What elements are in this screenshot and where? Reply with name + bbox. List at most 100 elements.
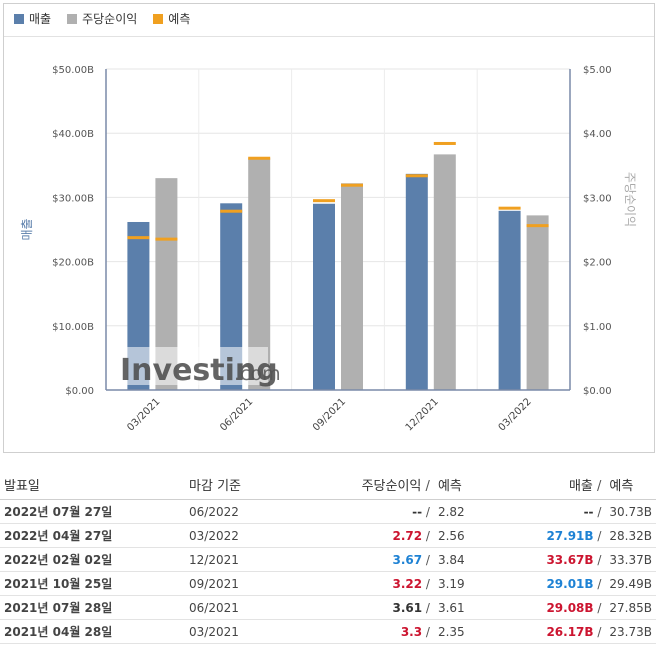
table-row: 2021년 10월 25일 09/2021 3.22 /3.19 29.01B /29… xyxy=(0,571,656,596)
eps-separator: / xyxy=(422,504,430,519)
revenue-actual: -- xyxy=(583,504,594,519)
table-row: 2022년 04월 27일 03/2022 2.72 /2.56 27.91B /28… xyxy=(0,523,656,548)
cell-revenue-forecast: 23.73B xyxy=(605,619,656,644)
forecast-marker xyxy=(433,141,456,145)
cell-revenue: 29.08B / xyxy=(527,595,606,620)
cell-release-date: 2022년 02월 02일 xyxy=(0,547,186,572)
bar-eps xyxy=(526,215,549,390)
cell-release-date: 2021년 04월 28일 xyxy=(0,619,186,644)
eps-separator: / xyxy=(422,552,430,567)
bar-revenue xyxy=(498,210,521,390)
table-row: 2021년 04월 28일 03/2021 3.3 /2.35 26.17B /23.… xyxy=(0,619,656,644)
col-header-revenue-forecast[interactable]: 예측 xyxy=(605,470,656,500)
cell-eps-forecast: 3.84 xyxy=(433,547,528,572)
eps-actual: 3.22 xyxy=(392,576,423,591)
eps-separator: / xyxy=(422,600,430,615)
legend-label-forecast: 예측 xyxy=(168,12,191,26)
cell-revenue: 27.91B / xyxy=(527,523,606,548)
cell-revenue: 29.01B / xyxy=(527,571,606,596)
cell-eps: 2.72 / xyxy=(302,523,434,548)
cell-eps-forecast: 2.56 xyxy=(433,523,528,548)
col-header-period[interactable]: 마감 기준 xyxy=(185,470,303,500)
cell-period-end: 06/2022 xyxy=(185,499,303,524)
watermark-backdrop xyxy=(118,347,268,385)
cell-eps: 3.3 / xyxy=(302,619,434,644)
earnings-chart-panel: 매출 주당순이익 예측 Investing .com $0.00 $0.00 $10… xyxy=(3,3,655,453)
earnings-table: 발표일 마감 기준 주당순이익 / 예측 매출 / 예측 2022년 07월 2… xyxy=(0,470,656,644)
bar-chart: Investing .com $0.00 $0.00 $10.00B $1.00 $20… xyxy=(20,65,637,433)
cell-eps-forecast: 3.61 xyxy=(433,595,528,620)
eps-actual: 2.72 xyxy=(392,528,423,543)
bar-revenue xyxy=(220,203,243,390)
y-tick-right-label: $3.00 xyxy=(583,193,612,204)
x-tick-label: 03/2022 xyxy=(497,396,534,433)
bar-revenue xyxy=(405,173,428,390)
forecast-marker xyxy=(248,156,271,160)
table-row: 2022년 02월 02일 12/2021 3.67 /3.84 33.67B /33… xyxy=(0,547,656,572)
revenue-actual: 26.17B xyxy=(546,624,594,639)
legend-item-forecast[interactable]: 예측 xyxy=(153,10,190,27)
watermark-suffix: .com xyxy=(234,363,281,385)
col-header-revenue-label: 매출 xyxy=(568,479,593,494)
cell-revenue-forecast: 29.49B xyxy=(605,571,656,596)
revenue-separator: / xyxy=(593,504,602,519)
bar-revenue xyxy=(313,203,335,390)
legend-item-eps[interactable]: 주당순이익 xyxy=(67,10,137,27)
revenue-separator: / xyxy=(593,552,602,567)
cell-period-end: 06/2021 xyxy=(185,595,303,620)
table-row: 2022년 07월 27일 06/2022 -- /2.82 -- /30.73B xyxy=(0,499,656,524)
cell-revenue: 33.67B / xyxy=(527,547,606,572)
y-tick-left-label: $10.00B xyxy=(52,322,94,333)
cell-revenue-forecast: 33.37B xyxy=(605,547,656,572)
cell-revenue-forecast: 28.32B xyxy=(605,523,656,548)
cell-eps-forecast: 2.35 xyxy=(433,619,528,644)
revenue-separator: / xyxy=(593,624,602,639)
eps-actual: 3.67 xyxy=(392,552,423,567)
cell-eps-forecast: 2.82 xyxy=(433,499,528,524)
legend-swatch-revenue xyxy=(14,13,24,24)
watermark-brand: Investing xyxy=(120,353,278,388)
cell-eps: 3.67 / xyxy=(302,547,434,572)
legend-swatch-forecast xyxy=(153,13,164,24)
col-header-eps-forecast[interactable]: 예측 xyxy=(433,470,528,500)
eps-actual: 3.3 xyxy=(400,624,423,639)
y-tick-right-label: $4.00 xyxy=(583,129,612,140)
cell-revenue: 26.17B / xyxy=(527,619,606,644)
cell-release-date: 2021년 07월 28일 xyxy=(0,595,186,620)
col-header-eps-sep: / xyxy=(425,479,430,494)
y-tick-left-label: $40.00B xyxy=(52,129,94,140)
forecast-marker xyxy=(526,224,549,228)
cell-period-end: 03/2022 xyxy=(185,523,303,548)
cell-period-end: 03/2021 xyxy=(185,619,303,644)
chart-legend: 매출 주당순이익 예측 xyxy=(14,10,190,27)
watermark: Investing .com xyxy=(118,347,281,388)
col-header-revenue[interactable]: 매출 / xyxy=(527,470,606,500)
y-axis-right-title: 주당순이익 xyxy=(623,172,637,227)
eps-actual: -- xyxy=(412,504,423,519)
grid-layer xyxy=(106,68,570,391)
legend-item-revenue[interactable]: 매출 xyxy=(14,10,51,27)
bar-eps xyxy=(155,178,178,390)
eps-separator: / xyxy=(422,576,430,591)
forecast-marker xyxy=(155,237,178,241)
revenue-separator: / xyxy=(593,600,602,615)
x-tick-label: 12/2021 xyxy=(404,396,441,433)
bar-eps xyxy=(341,183,363,390)
revenue-separator: / xyxy=(593,528,602,543)
forecast-marker xyxy=(341,183,363,187)
col-header-eps-label: 주당순이익 xyxy=(361,479,422,494)
y-tick-left-label: $30.00B xyxy=(52,193,94,204)
legend-divider xyxy=(4,36,654,37)
cell-period-end: 12/2021 xyxy=(185,547,303,572)
forecast-marker xyxy=(220,209,243,213)
cell-release-date: 2022년 07월 27일 xyxy=(0,499,186,524)
table-row: 2021년 07월 28일 06/2021 3.61 /3.61 29.08B /27… xyxy=(0,595,656,620)
cell-period-end: 09/2021 xyxy=(185,571,303,596)
forecast-marker xyxy=(127,236,150,240)
cell-revenue: -- / xyxy=(527,499,606,524)
col-header-eps[interactable]: 주당순이익 / xyxy=(302,470,434,500)
forecast-marker xyxy=(313,199,335,203)
col-header-date[interactable]: 발표일 xyxy=(0,470,186,500)
x-tick-label: 06/2021 xyxy=(218,396,255,433)
bar-eps xyxy=(433,154,456,390)
